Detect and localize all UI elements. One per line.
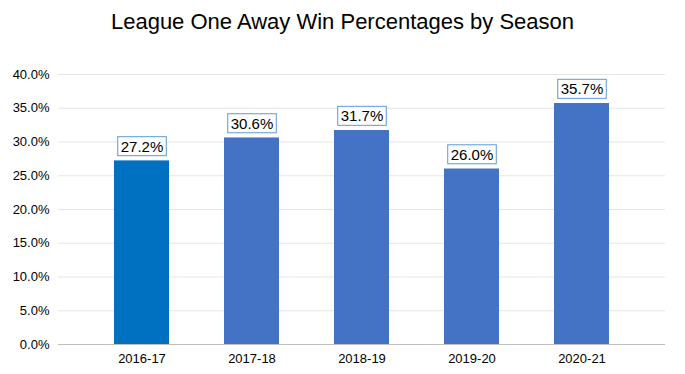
svg-text:20.0%: 20.0% bbox=[13, 202, 50, 217]
svg-text:10.0%: 10.0% bbox=[13, 269, 50, 284]
svg-text:35.0%: 35.0% bbox=[13, 100, 50, 115]
svg-text:30.0%: 30.0% bbox=[13, 134, 50, 149]
svg-text:0.0%: 0.0% bbox=[20, 337, 50, 352]
svg-text:30.6%: 30.6% bbox=[231, 115, 274, 132]
svg-text:15.0%: 15.0% bbox=[13, 235, 50, 250]
svg-text:35.7%: 35.7% bbox=[561, 80, 604, 97]
svg-text:2016-17: 2016-17 bbox=[118, 351, 166, 366]
svg-text:27.2%: 27.2% bbox=[121, 138, 164, 155]
svg-text:2017-18: 2017-18 bbox=[228, 351, 276, 366]
svg-text:2019-20: 2019-20 bbox=[448, 351, 496, 366]
svg-text:26.0%: 26.0% bbox=[451, 146, 494, 163]
svg-text:5.0%: 5.0% bbox=[20, 303, 50, 318]
svg-text:2018-19: 2018-19 bbox=[338, 351, 386, 366]
svg-text:31.7%: 31.7% bbox=[341, 107, 384, 124]
html-text:League One Away Win Percentage: League One Away Win Percentages by Seaso… bbox=[110, 9, 575, 34]
svg-text:40.0%: 40.0% bbox=[13, 67, 50, 82]
svg-text:2020-21: 2020-21 bbox=[558, 351, 606, 366]
svg-text:25.0%: 25.0% bbox=[13, 168, 50, 183]
